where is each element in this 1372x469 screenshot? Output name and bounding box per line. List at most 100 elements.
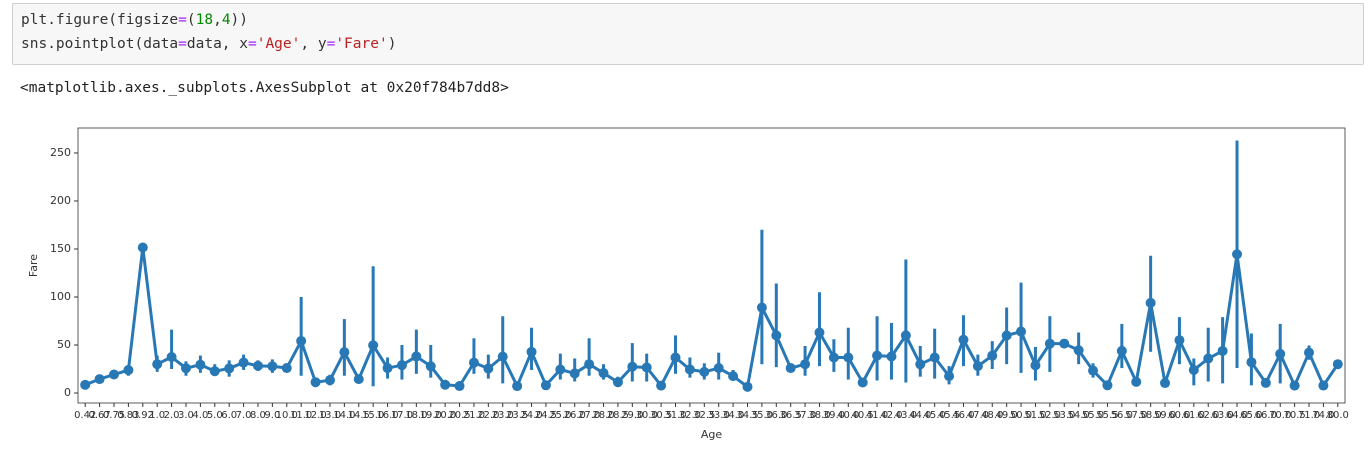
x-tick-label: 1.0 <box>149 410 165 421</box>
x-tick-label: 24.5 <box>535 410 557 421</box>
point <box>296 335 307 346</box>
point <box>987 350 998 361</box>
x-tick-label: 27.0 <box>578 410 600 421</box>
x-tick-label: 14.5 <box>348 410 370 421</box>
point <box>670 352 681 363</box>
point <box>857 377 868 388</box>
x-tick-label: 56.0 <box>1111 410 1133 421</box>
x-tick-label: 43.0 <box>895 410 917 421</box>
point <box>1088 365 1099 376</box>
x-tick-label: 44.0 <box>909 410 931 421</box>
y-tick-label: 0 <box>64 386 71 399</box>
x-tick-label: 34.0 <box>722 410 744 421</box>
x-tick-label: 36.5 <box>780 410 802 421</box>
point <box>512 381 523 392</box>
x-tick-label: 28.0 <box>592 410 614 421</box>
x-tick-label: 45.0 <box>924 410 946 421</box>
point <box>411 351 422 362</box>
point <box>1145 297 1156 308</box>
x-tick-label: 54.0 <box>1068 410 1090 421</box>
x-tick-label: 59.0 <box>1154 410 1176 421</box>
x-tick-label: 38.0 <box>808 410 830 421</box>
point <box>1044 338 1055 349</box>
x-tick-label: 4.0 <box>192 410 208 421</box>
point <box>483 363 494 374</box>
point <box>238 357 249 368</box>
x-tick-label: 55.5 <box>1096 410 1118 421</box>
x-tick-label: 2.0 <box>164 410 180 421</box>
point <box>771 330 782 341</box>
x-tick-label: 51.0 <box>1024 410 1046 421</box>
y-axis-label: Fare <box>27 254 40 277</box>
point <box>353 374 364 385</box>
point <box>94 374 105 385</box>
point <box>612 377 623 388</box>
point <box>1102 380 1113 391</box>
x-tick-label: 57.0 <box>1125 410 1147 421</box>
x-tick-label: 58.0 <box>1139 410 1161 421</box>
point <box>267 361 278 372</box>
x-tick-label: 35.0 <box>751 410 773 421</box>
x-tick-label: 20.0 <box>434 410 456 421</box>
y-tick-label: 50 <box>57 338 71 351</box>
point <box>785 363 796 374</box>
x-tick-label: 21.0 <box>463 410 485 421</box>
x-tick-label: 28.5 <box>607 410 629 421</box>
point <box>742 381 753 392</box>
x-tick-label: 37.0 <box>794 410 816 421</box>
point <box>468 357 479 368</box>
point <box>152 359 163 370</box>
x-tick-label: 13.0 <box>319 410 341 421</box>
x-tick-label: 3.0 <box>178 410 194 421</box>
x-tick-label: 46.0 <box>952 410 974 421</box>
x-tick-label: 42.0 <box>880 410 902 421</box>
x-tick-label: 7.0 <box>236 410 252 421</box>
x-tick-label: 40.0 <box>837 410 859 421</box>
x-tick-label: 64.0 <box>1226 410 1248 421</box>
point <box>699 366 710 377</box>
x-tick-label: 63.0 <box>1211 410 1233 421</box>
x-tick-label: 33.0 <box>708 410 730 421</box>
point <box>843 352 854 363</box>
line <box>84 245 1340 389</box>
point <box>1260 377 1271 388</box>
x-tick-label: 31.0 <box>664 410 686 421</box>
point <box>584 359 595 370</box>
point <box>123 365 134 376</box>
point <box>656 380 667 391</box>
point <box>1030 360 1041 371</box>
x-tick-label: 22.0 <box>477 410 499 421</box>
x-tick-label: 9.0 <box>264 410 280 421</box>
point <box>382 363 393 374</box>
code-cell[interactable]: plt.figure(figsize=(18,4)) sns.pointplot… <box>12 3 1364 65</box>
x-tick-label: 45.5 <box>938 410 960 421</box>
x-tick-label: 18.0 <box>405 410 427 421</box>
x-tick-label: 71.0 <box>1298 410 1320 421</box>
x-tick-label: 50.0 <box>1010 410 1032 421</box>
x-tick-label: 12.0 <box>304 410 326 421</box>
point <box>1160 378 1171 389</box>
y-tick-label: 150 <box>50 242 71 255</box>
x-tick-label: 5.0 <box>207 410 223 421</box>
point <box>324 375 335 386</box>
x-tick-label: 0.42 <box>74 410 96 421</box>
point <box>425 361 436 372</box>
x-tick-label: 34.5 <box>736 410 758 421</box>
x-tick-label: 14.0 <box>333 410 355 421</box>
x-tick-label: 74.0 <box>1312 410 1334 421</box>
point <box>166 352 177 363</box>
x-tick-label: 19.0 <box>420 410 442 421</box>
x-tick-label: 30.5 <box>650 410 672 421</box>
x-tick-label: 62.0 <box>1197 410 1219 421</box>
x-tick-label: 80.0 <box>1327 410 1349 421</box>
point <box>800 359 811 370</box>
point <box>252 360 263 371</box>
x-tick-label: 25.0 <box>549 410 571 421</box>
x-tick-label: 49.0 <box>996 410 1018 421</box>
x-tick-label: 23.0 <box>492 410 514 421</box>
x-tick-label: 36.0 <box>765 410 787 421</box>
y-tick-label: 200 <box>50 194 71 207</box>
point <box>454 381 465 392</box>
x-tick-label: 48.0 <box>981 410 1003 421</box>
point <box>598 368 609 379</box>
